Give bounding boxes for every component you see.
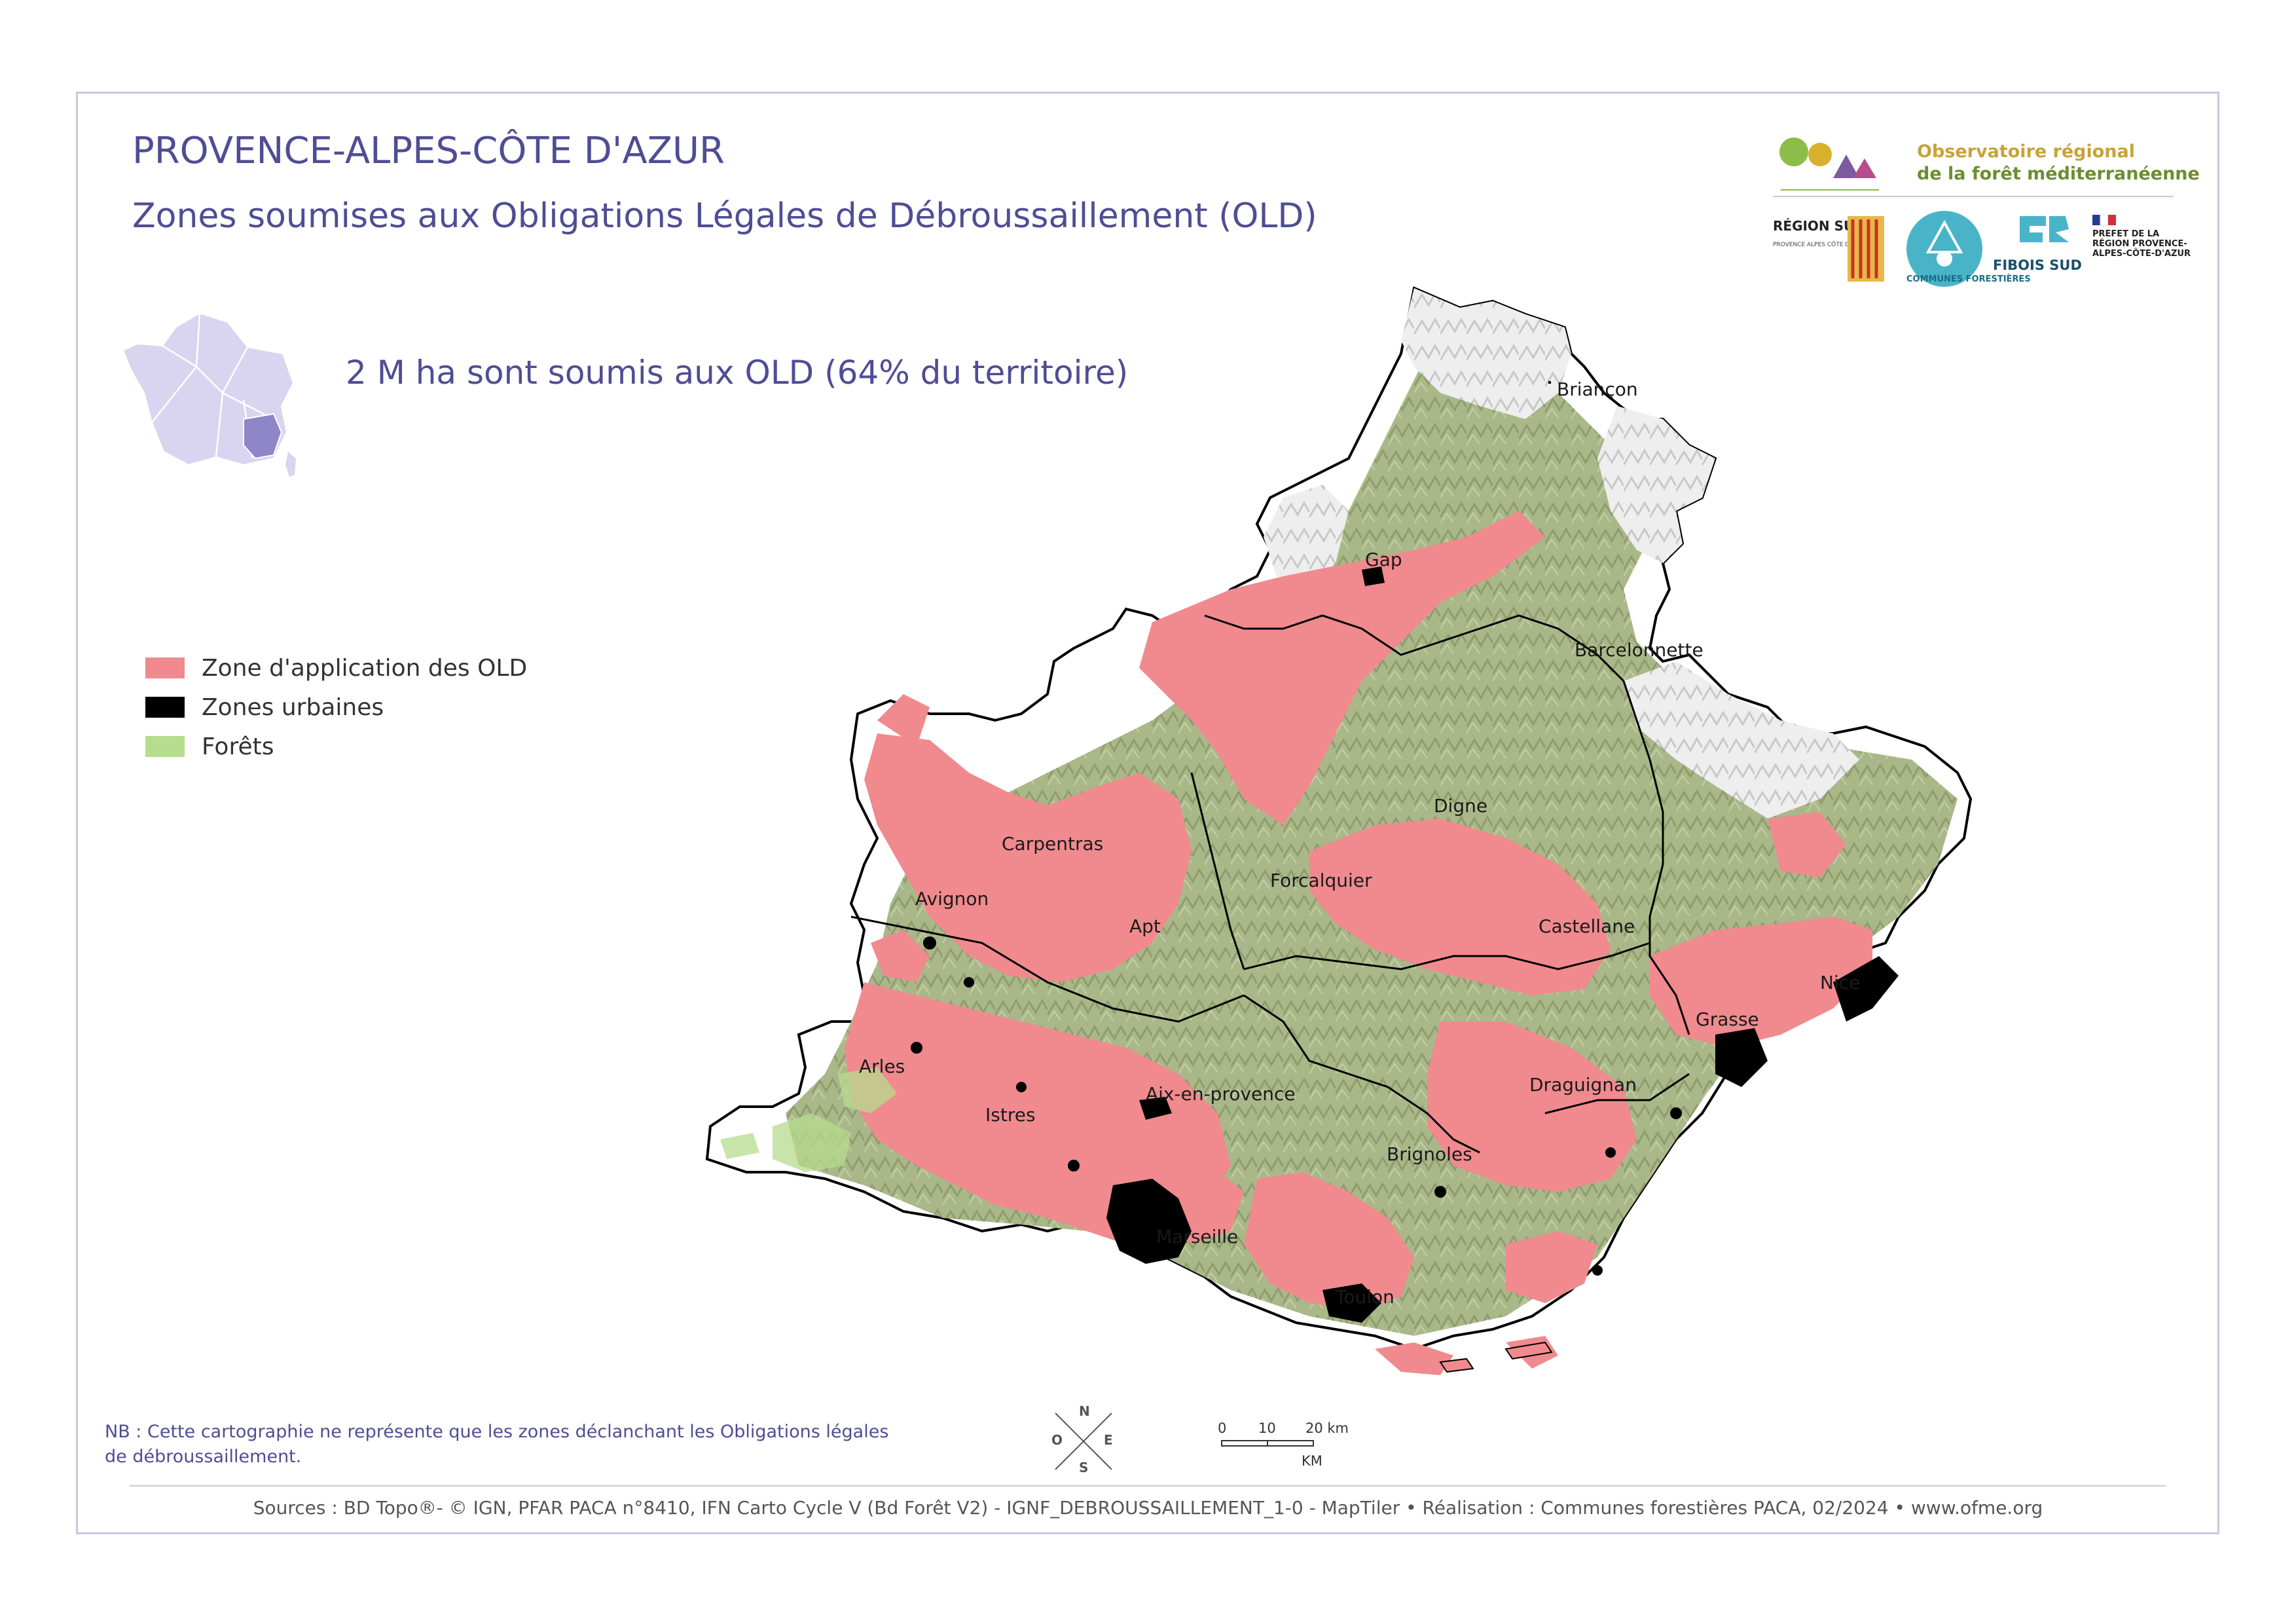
department-boundaries	[850, 614, 1690, 1154]
legend-label-forest: Forêts	[202, 733, 274, 760]
forest-patches	[720, 1067, 897, 1172]
city-label-carpentras: Carpentras	[1002, 833, 1103, 855]
communes-text: COMMUNES FORESTIÈRES	[1906, 274, 2031, 284]
region-sud-logo: RÉGION SUD PROVENCE ALPES CÔTE D'AZUR	[1773, 216, 1884, 282]
mountain-relief-alpes	[1624, 661, 1859, 819]
compass-west: O	[1051, 1432, 1063, 1448]
paca-highlight	[243, 413, 283, 460]
mountain-relief-gap	[1264, 485, 1349, 589]
fibois-logo: FIBOIS SUD	[1993, 216, 2082, 273]
region-sud-subtext: PROVENCE ALPES CÔTE D'AZUR	[1773, 240, 1868, 248]
city-label-marseille: Marseille	[1156, 1226, 1238, 1247]
map-subtitle: Zones soumises aux Obligations Légales d…	[132, 196, 1317, 236]
ofme-title-line2: de la forêt méditerranéenne	[1917, 164, 2200, 184]
fibois-text: FIBOIS SUD	[1993, 257, 2082, 273]
city-label-draguignan: Draguignan	[1529, 1074, 1637, 1096]
urban-cannes	[1715, 1028, 1768, 1087]
scale-tick-10: 10	[1258, 1420, 1276, 1436]
scale-tick-20: 20 km	[1305, 1420, 1349, 1436]
legend-label-urban: Zones urbaines	[202, 693, 384, 721]
prefet-text: PRÉFET DE LA RÉGION PROVENCE-ALPES-CÔTE-…	[2092, 229, 2191, 259]
legend-item-old: Zone d'application des OLD	[145, 648, 527, 688]
city-label-gap: Gap	[1365, 549, 1402, 570]
urban-zones	[911, 566, 1899, 1323]
mountain-relief-east	[1597, 406, 1715, 563]
map-note: NB : Cette cartographie ne représente qu…	[105, 1422, 889, 1467]
islands	[1439, 1341, 1553, 1373]
compass-rose: N S E O	[1051, 1403, 1113, 1475]
city-label-forcalquier: Forcalquier	[1270, 870, 1372, 891]
legend-swatch-urban	[145, 697, 185, 718]
logos: Observatoire régional de la forêt médite…	[1773, 138, 2200, 287]
city-label-istres: Istres	[985, 1104, 1036, 1126]
city-labels: Briançon Gap Barcelonnette Digne Carpent…	[859, 378, 1860, 1308]
legend-item-urban: Zones urbaines	[145, 688, 527, 727]
city-label-briancon: Briançon	[1557, 378, 1638, 400]
scale-unit: KM	[1302, 1453, 1322, 1469]
city-label-arles: Arles	[859, 1056, 905, 1077]
scale-bar: 0 10 20 km KM	[1218, 1420, 1349, 1469]
urban-marseille	[1106, 1179, 1192, 1264]
prefet-logo: PRÉFET DE LA RÉGION PROVENCE-ALPES-CÔTE-…	[2092, 214, 2191, 259]
legend: Zone d'application des OLD Zones urbaine…	[145, 648, 527, 766]
compass-south: S	[1079, 1460, 1088, 1475]
urban-gap	[1362, 566, 1385, 586]
region-map	[705, 286, 1973, 1375]
city-label-aix: Aix-en-provence	[1146, 1083, 1296, 1105]
mountain-relief-north	[1401, 288, 1571, 419]
city-label-apt: Apt	[1129, 915, 1161, 937]
ofme-logo: Observatoire régional de la forêt médite…	[1773, 138, 2200, 197]
scale-tick-0: 0	[1218, 1420, 1226, 1436]
city-label-castellane: Castellane	[1539, 915, 1635, 937]
city-label-avignon: Avignon	[915, 888, 989, 910]
urban-toulon	[1322, 1283, 1381, 1323]
map-title: PROVENCE-ALPES-CÔTE D'AZUR	[132, 130, 725, 172]
city-label-toulon: Toulon	[1335, 1286, 1394, 1308]
statistic-text: 2 M ha sont soumis aux OLD (64% du terri…	[346, 354, 1129, 392]
sources-text: Sources : BD Topo®- © IGN, PFAR PACA n°8…	[253, 1497, 2043, 1519]
legend-swatch-old	[145, 657, 185, 678]
compass-east: E	[1104, 1432, 1113, 1448]
corsica	[285, 452, 296, 477]
city-label-brignoles: Brignoles	[1387, 1143, 1472, 1165]
city-label-nice: Nice	[1820, 972, 1860, 993]
legend-label-old: Zone d'application des OLD	[202, 654, 528, 682]
urban-aix	[1139, 1097, 1172, 1120]
legend-item-forest: Forêts	[145, 727, 527, 766]
france-regions	[151, 312, 274, 459]
footer-divider	[130, 1485, 2166, 1486]
city-label-grasse: Grasse	[1696, 1008, 1759, 1030]
communes-forestieres-logo: COMMUNES FORESTIÈRES	[1906, 211, 2031, 287]
legend-swatch-forest	[145, 736, 185, 757]
urban-nice	[1833, 956, 1899, 1022]
city-label-digne: Digne	[1434, 795, 1487, 817]
city-label-barcelonnette: Barcelonnette	[1575, 639, 1704, 661]
map-frame	[76, 92, 2219, 1534]
old-zones	[845, 511, 1872, 1375]
france-inset-map	[122, 312, 296, 477]
ofme-title-line1: Observatoire régional	[1917, 141, 2135, 162]
compass-north: N	[1079, 1403, 1090, 1419]
